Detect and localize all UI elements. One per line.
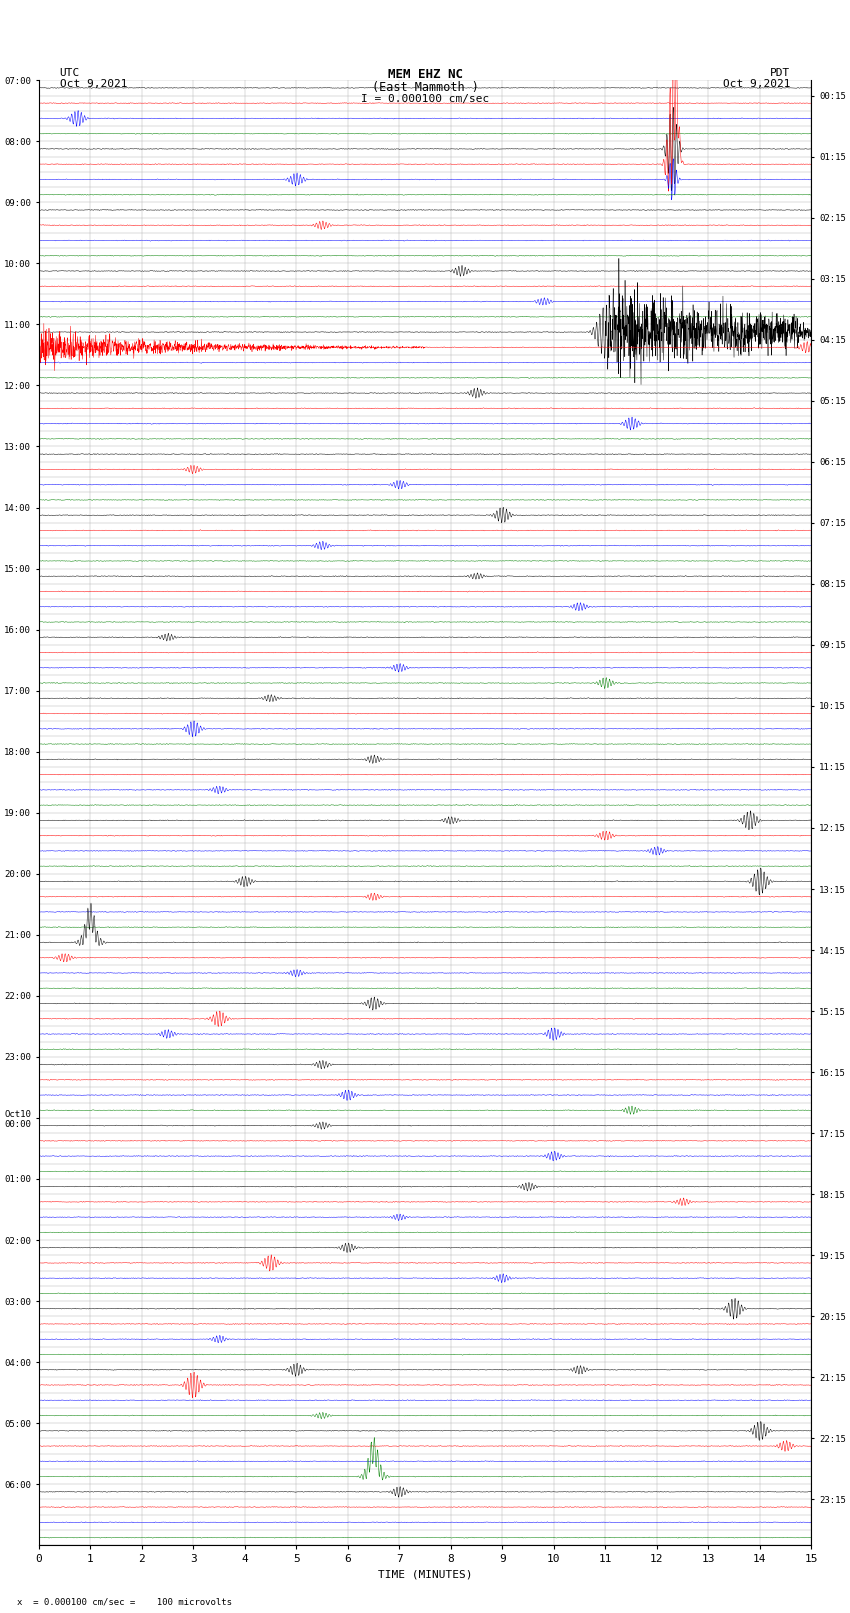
X-axis label: TIME (MINUTES): TIME (MINUTES) (377, 1569, 473, 1579)
Text: Oct 9,2021: Oct 9,2021 (723, 79, 791, 89)
Text: Oct 9,2021: Oct 9,2021 (60, 79, 127, 89)
Text: x  = 0.000100 cm/sec =    100 microvolts: x = 0.000100 cm/sec = 100 microvolts (17, 1597, 232, 1607)
Text: MEM EHZ NC: MEM EHZ NC (388, 68, 462, 81)
Text: I = 0.000100 cm/sec: I = 0.000100 cm/sec (361, 94, 489, 103)
Text: (East Mammoth ): (East Mammoth ) (371, 81, 479, 94)
Text: PDT: PDT (770, 68, 790, 77)
Text: UTC: UTC (60, 68, 80, 77)
